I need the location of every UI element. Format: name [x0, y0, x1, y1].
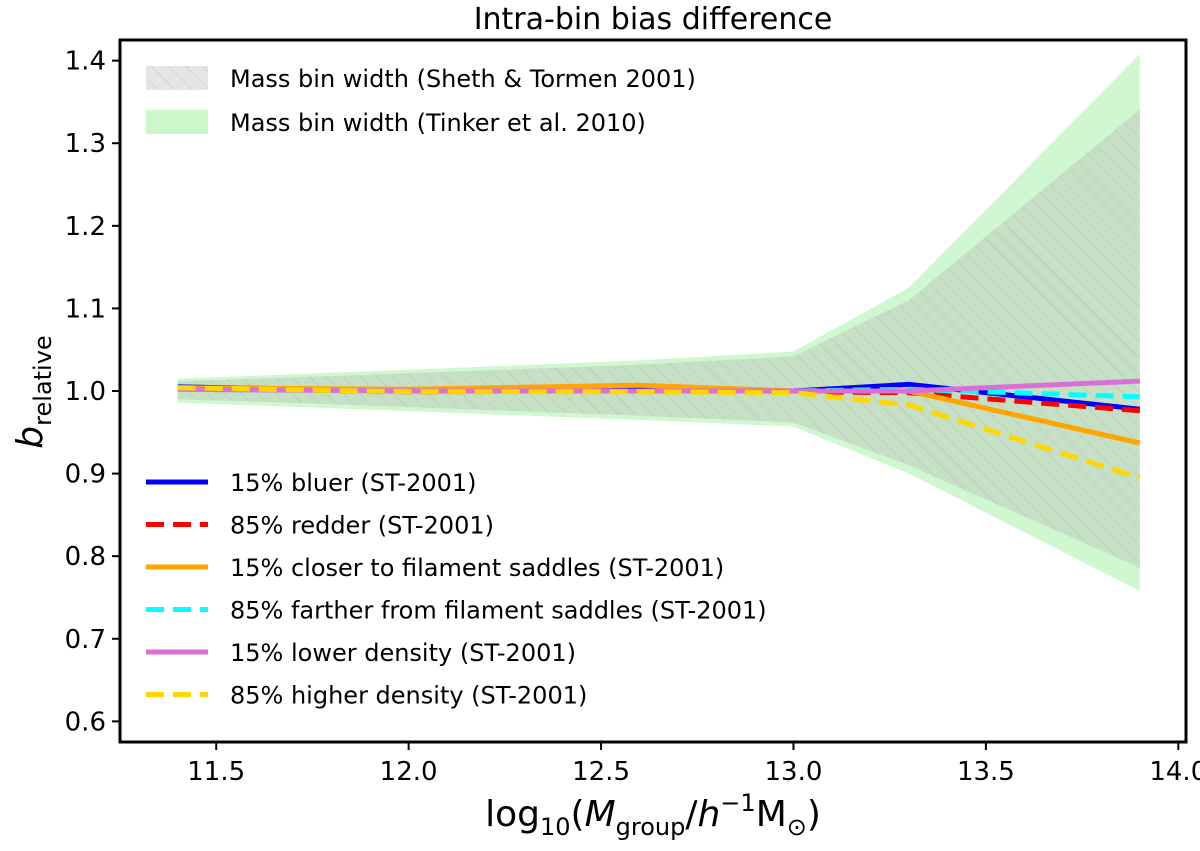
y-tick-label: 1.2 [65, 212, 106, 242]
band-legend: Mass bin width (Sheth & Tormen 2001) Mass… [146, 65, 696, 137]
band-mass-bin-width-sheth-tormen-2001 [177, 109, 1140, 568]
y-axis-label: brelative [10, 335, 57, 448]
legend-label-85-redder-st-2001: 85% redder (ST-2001) [230, 512, 494, 540]
legend-swatch-mass-bin-width-sheth-tormen-2001 [146, 66, 208, 90]
y-tick-label: 1.3 [65, 129, 106, 159]
x-axis-label: log10(Mgroup/h−1M⊙) [485, 789, 821, 841]
y-tick-label: 1.0 [65, 377, 106, 407]
y-tick-label: 1.1 [65, 294, 106, 324]
legend-label-85-farther-from-filament-saddles-st-2001: 85% farther from filament saddles (ST-20… [230, 597, 767, 625]
y-tick-label: 0.9 [65, 460, 106, 490]
x-tick-label: 11.5 [187, 757, 245, 787]
legend-label-mass-bin-width-tinker-et-al-2010: Mass bin width (Tinker et al. 2010) [230, 109, 646, 137]
y-axis-ticks: 0.6 0.7 0.8 0.9 1.0 1.1 1.2 1.3 1.4 [65, 47, 120, 737]
chart-title: Intra-bin bias difference [474, 2, 833, 37]
x-axis-ticks: 11.5 12.0 12.5 13.0 13.5 14.0 [187, 742, 1200, 787]
legend-label-mass-bin-width-sheth-tormen-2001: Mass bin width (Sheth & Tormen 2001) [230, 65, 696, 93]
y-tick-label: 1.4 [65, 47, 106, 77]
legend-swatch-mass-bin-width-tinker-et-al-2010 [146, 110, 208, 134]
x-tick-label: 13.5 [957, 757, 1015, 787]
series-layer [177, 378, 1141, 481]
y-tick-label: 0.8 [65, 542, 106, 572]
series-line-85-higher-density-st-2001 [177, 385, 1141, 481]
legend-label-15-lower-density-st-2001: 15% lower density (ST-2001) [230, 639, 576, 667]
x-tick-label: 12.5 [572, 757, 630, 787]
bands-layer [177, 54, 1140, 591]
y-tick-label: 0.7 [65, 625, 106, 655]
line-legend: 15% bluer (ST-2001) 85% redder (ST-2001) 1… [146, 469, 767, 710]
x-tick-label: 12.0 [380, 757, 438, 787]
x-tick-label: 14.0 [1149, 757, 1200, 787]
y-tick-label: 0.6 [65, 707, 106, 737]
legend-label-85-higher-density-st-2001: 85% higher density (ST-2001) [230, 682, 587, 710]
legend-label-15-closer-to-filament-saddles-st-2001: 15% closer to filament saddles (ST-2001) [230, 554, 724, 582]
x-tick-label: 13.0 [765, 757, 823, 787]
legend-label-15-bluer-st-2001: 15% bluer (ST-2001) [230, 469, 477, 497]
